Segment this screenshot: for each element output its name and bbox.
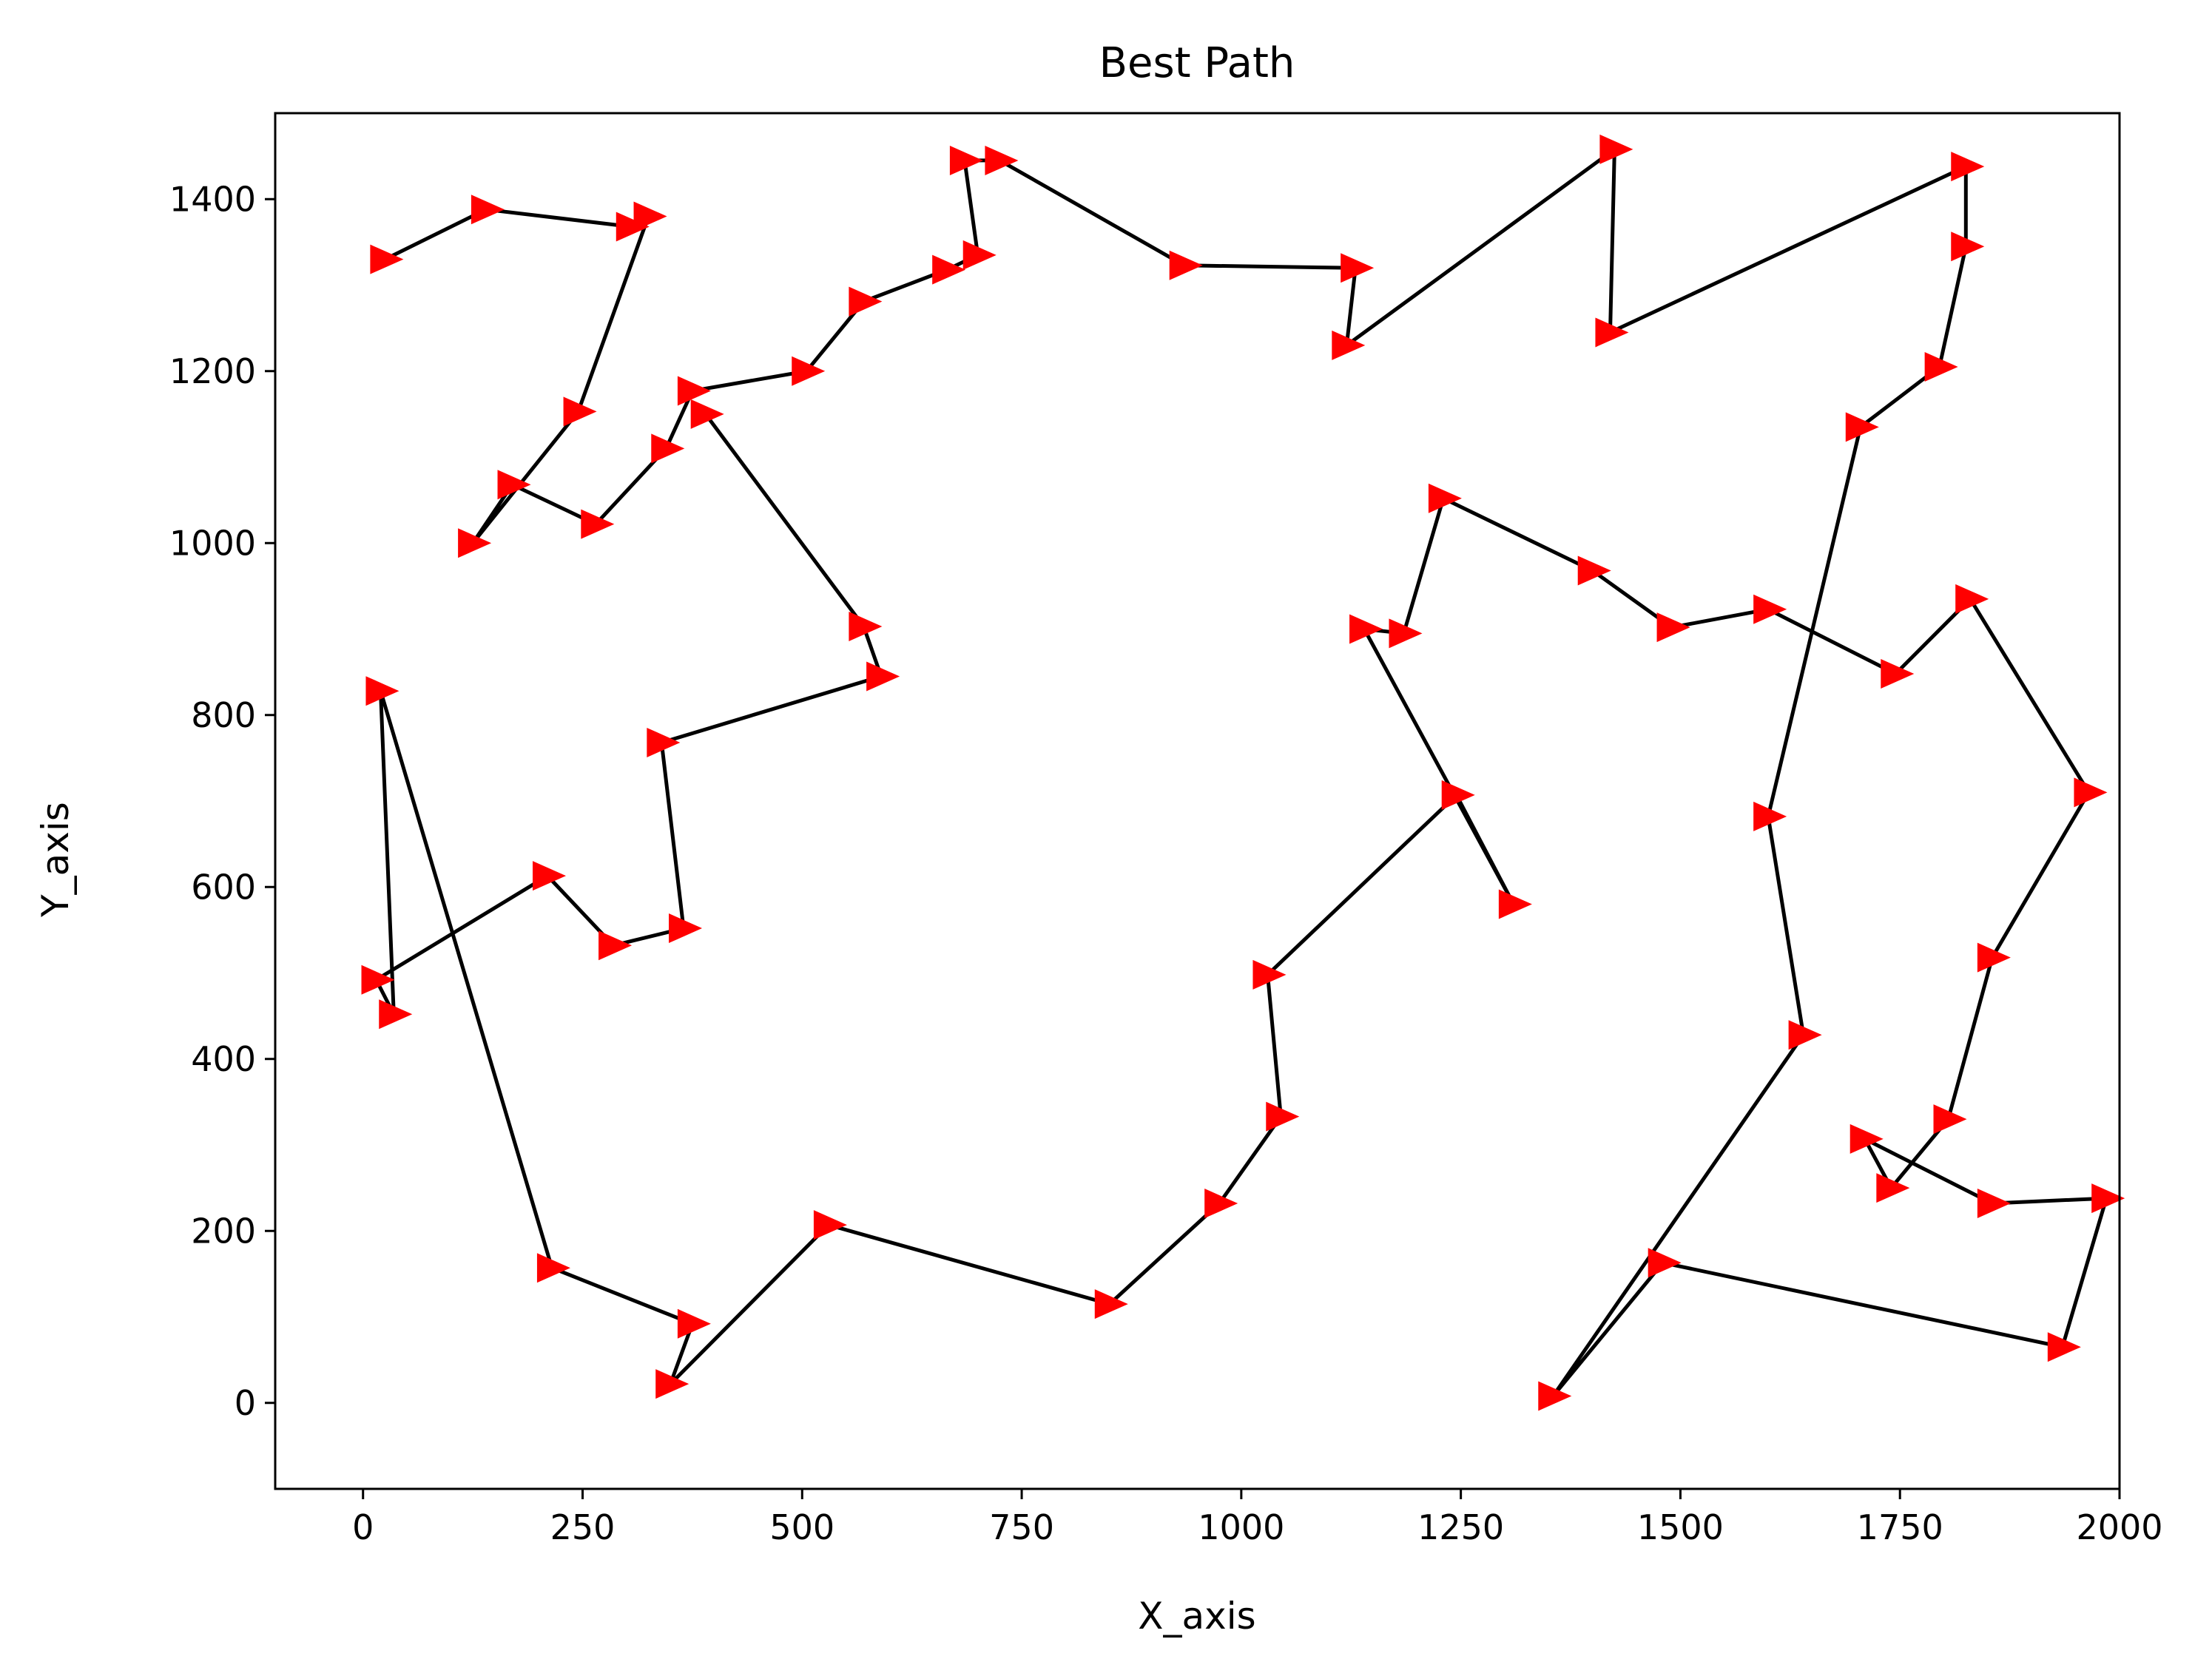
x-tick-label: 2000 [2076,1507,2162,1547]
city-point [932,254,966,285]
city-point [1332,330,1366,360]
city-point [1753,801,1787,831]
city-point [1094,1289,1128,1319]
city-point [1441,780,1475,810]
y-tick-label: 1000 [169,523,256,563]
city-point [2047,1332,2081,1362]
city-point [669,913,703,944]
city-point [1656,612,1690,643]
y-tick-label: 400 [191,1039,256,1079]
city-point [1498,889,1532,919]
x-tick-label: 1000 [1198,1507,1284,1547]
x-tick-label: 250 [550,1507,616,1547]
city-point [1349,614,1383,644]
city-point [471,195,505,225]
city-point [849,286,883,317]
city-point [962,240,997,270]
city-point [1341,253,1375,283]
plot-area [361,134,2125,1411]
city-point [677,1308,711,1339]
x-tick-label: 1750 [1857,1507,1943,1547]
city-point [949,145,983,175]
x-tick-label: 500 [769,1507,834,1547]
city-point [1951,152,1985,182]
city-point [813,1210,847,1240]
city-point [1599,134,1633,164]
best-path-line [374,147,2108,1398]
city-point [1845,412,1879,442]
city-point [581,509,615,539]
city-point [1428,483,1462,513]
y-tick-label: 600 [191,867,256,907]
city-point [2091,1183,2125,1214]
city-point [985,145,1019,175]
city-point [1389,618,1423,649]
city-point [1933,1104,1967,1135]
city-point [361,964,395,995]
city-point [1977,942,2011,973]
x-axis: 0 250 500 750 1000 1250 1500 1750 2000 [352,1489,2163,1547]
city-point [677,376,711,406]
city-point [563,396,597,427]
plot-frame [274,112,2121,1490]
city-point [458,528,492,558]
city-point [866,661,900,692]
city-point [651,433,685,464]
city-point [1955,584,1989,614]
city-point [536,1253,570,1283]
x-tick-label: 1500 [1637,1507,1724,1547]
city-point [1169,250,1203,280]
y-tick-label: 200 [191,1211,256,1251]
city-point [633,201,667,232]
city-point [598,930,633,961]
city-point [370,244,404,274]
city-point [1977,1189,2011,1219]
city-point [1252,959,1287,990]
city-point [1924,351,1958,382]
y-axis-label: Y_axis [34,802,77,918]
x-tick-label: 0 [352,1507,374,1547]
city-point [655,1369,689,1399]
city-point [616,212,650,242]
city-point [1788,1020,1822,1050]
city-point [849,612,883,642]
city-point [1876,1173,1910,1203]
x-tick-label: 1250 [1417,1507,1504,1547]
city-point [1577,555,1611,586]
city-point [1266,1101,1300,1132]
y-tick-label: 0 [235,1383,256,1423]
city-point [1648,1248,1682,1278]
city-point [365,676,399,706]
chart-title: Best Path [1099,39,1295,87]
y-tick-label: 1200 [169,351,256,391]
x-axis-label: X_axis [1138,1595,1255,1638]
city-point [1881,658,1915,689]
y-tick-label: 800 [191,695,256,735]
city-point [1538,1381,1572,1411]
y-axis: 0 200 400 600 800 1000 1200 1400 [169,179,275,1423]
y-tick-label: 1400 [169,179,256,219]
city-point [1204,1189,1238,1219]
x-tick-label: 750 [989,1507,1054,1547]
city-point [690,399,724,429]
city-point [1753,594,1787,624]
city-point [379,999,413,1030]
city-point [647,727,681,757]
city-point [792,356,826,386]
city-point [2074,777,2108,808]
city-point [1951,232,1985,262]
city-point [533,861,567,891]
city-point [1849,1123,1884,1154]
city-point [497,470,531,500]
city-point [1595,317,1629,348]
